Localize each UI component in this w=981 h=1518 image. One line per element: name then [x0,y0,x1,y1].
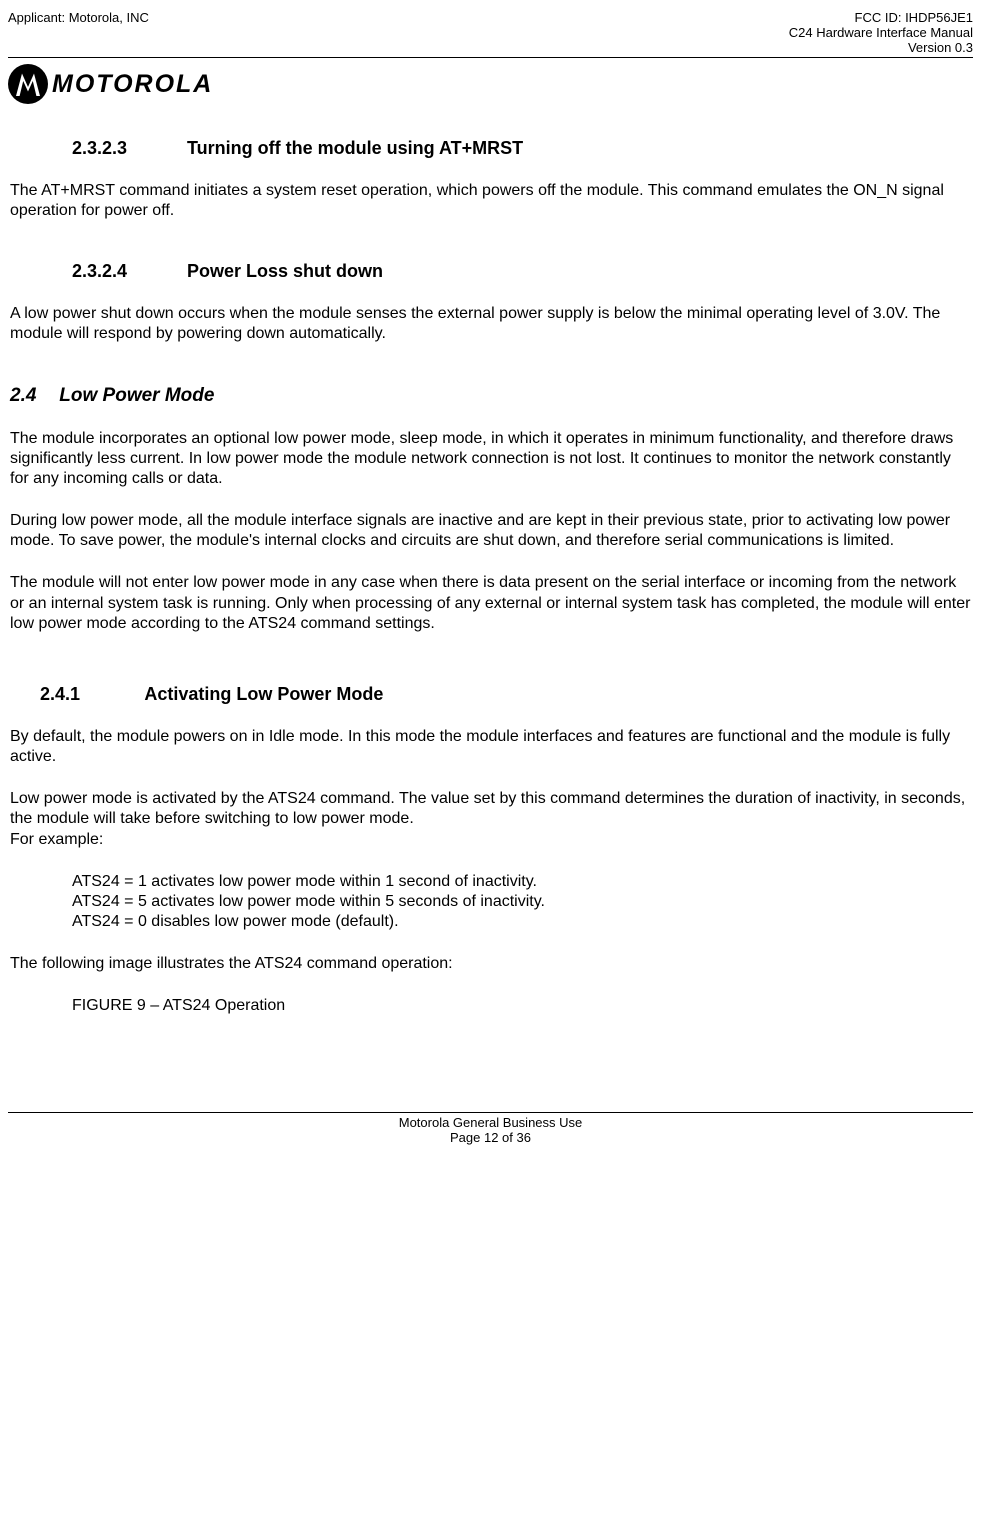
header-manual-title: C24 Hardware Interface Manual [789,25,973,40]
heading-number: 2.4.1 [40,684,140,705]
logo-emblem [8,64,48,104]
body-2-4-p2: During low power mode, all the module in… [10,511,971,551]
header-applicant: Applicant: Motorola, INC [8,10,149,25]
logo: MOTOROLA [8,64,973,104]
body-2-3-2-3: The AT+MRST command initiates a system r… [10,181,971,221]
heading-2-4-1: 2.4.1 Activating Low Power Mode [10,684,971,705]
logo-wordmark: MOTOROLA [52,70,213,99]
section-2-4-1: 2.4.1 Activating Low Power Mode By defau… [10,684,971,1017]
body-2-3-2-4: A low power shut down occurs when the mo… [10,304,971,344]
heading-number: 2.3.2.3 [72,138,182,159]
section-2-4: 2.4 Low Power Mode The module incorporat… [10,385,971,634]
body-2-4-1-p3: The following image illustrates the ATS2… [10,954,971,974]
header-version: Version 0.3 [789,40,973,55]
ats24-example-3: ATS24 = 0 disables low power mode (defau… [72,912,971,932]
footer-line-1: Motorola General Business Use [8,1115,973,1130]
section-2-3-2-3: 2.3.2.3 Turning off the module using AT+… [10,138,971,221]
heading-title: Low Power Mode [59,385,214,406]
heading-title: Turning off the module using AT+MRST [187,138,523,158]
motorola-m-icon [13,69,43,99]
header-right-block: FCC ID: IHDP56JE1 C24 Hardware Interface… [789,10,973,55]
ats24-example-2: ATS24 = 5 activates low power mode withi… [72,892,971,912]
page-content: 2.3.2.3 Turning off the module using AT+… [8,138,973,1016]
figure-9-caption: FIGURE 9 – ATS24 Operation [10,996,971,1016]
heading-2-3-2-4: 2.3.2.4 Power Loss shut down [10,261,971,282]
body-2-4-p3: The module will not enter low power mode… [10,573,971,633]
ats24-examples: ATS24 = 1 activates low power mode withi… [10,872,971,932]
page-header: Applicant: Motorola, INC FCC ID: IHDP56J… [8,10,973,58]
heading-number: 2.3.2.4 [72,261,182,282]
heading-title: Activating Low Power Mode [144,684,383,704]
heading-2-4: 2.4 Low Power Mode [10,385,971,407]
footer-line-2: Page 12 of 36 [8,1130,973,1145]
body-2-4-1-p2a: Low power mode is activated by the ATS24… [10,789,971,829]
header-fcc-id: FCC ID: IHDP56JE1 [789,10,973,25]
page-footer: Motorola General Business Use Page 12 of… [8,1112,973,1165]
body-2-4-1-p2b: For example: [10,830,971,850]
ats24-example-1: ATS24 = 1 activates low power mode withi… [72,872,971,892]
body-2-4-1-p1: By default, the module powers on in Idle… [10,727,971,767]
section-2-3-2-4: 2.3.2.4 Power Loss shut down A low power… [10,261,971,344]
heading-2-3-2-3: 2.3.2.3 Turning off the module using AT+… [10,138,971,159]
body-2-4-p1: The module incorporates an optional low … [10,429,971,489]
heading-number: 2.4 [10,385,54,407]
heading-title: Power Loss shut down [187,261,383,281]
